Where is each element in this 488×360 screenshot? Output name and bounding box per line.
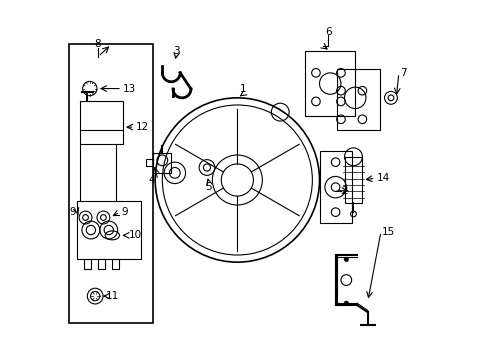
Bar <box>80 102 123 144</box>
Text: 10: 10 <box>128 230 141 240</box>
Bar <box>83 258 91 269</box>
Text: 1: 1 <box>239 84 245 94</box>
Text: 2: 2 <box>340 186 347 196</box>
Bar <box>305 51 354 116</box>
Bar <box>319 152 351 223</box>
Text: 7: 7 <box>399 68 406 78</box>
Bar <box>146 158 153 166</box>
Circle shape <box>344 301 348 305</box>
Text: 5: 5 <box>205 182 212 192</box>
Text: 14: 14 <box>376 173 389 183</box>
Bar <box>98 258 105 269</box>
Text: 6: 6 <box>325 27 331 37</box>
Text: 3: 3 <box>173 46 180 57</box>
Bar <box>153 153 171 173</box>
Bar <box>337 69 380 130</box>
Text: 13: 13 <box>123 84 136 94</box>
Text: 4: 4 <box>148 175 155 185</box>
Text: 8: 8 <box>95 39 101 49</box>
Text: 9: 9 <box>121 207 128 217</box>
Text: 11: 11 <box>106 291 119 301</box>
Bar <box>69 44 153 323</box>
Text: 12: 12 <box>135 122 148 132</box>
Bar <box>77 202 141 258</box>
Text: 15: 15 <box>381 227 394 237</box>
Circle shape <box>344 257 348 261</box>
Text: 9: 9 <box>69 207 76 217</box>
Bar <box>112 258 119 269</box>
Bar <box>344 157 362 203</box>
